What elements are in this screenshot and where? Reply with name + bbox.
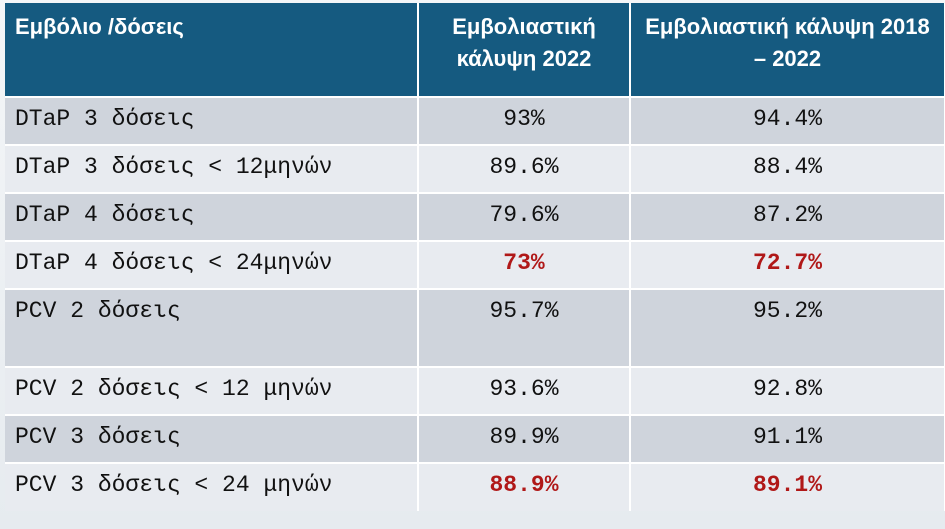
coverage-cell: 88.9% (418, 462, 631, 511)
coverage-cell: 95.2% (630, 288, 945, 367)
coverage-cell: 72.7% (630, 240, 945, 289)
table-row: DTaP 4 δόσεις < 24μηνών 73% 72.7% (5, 240, 945, 289)
coverage-cell: 92.8% (630, 366, 945, 415)
vaccine-cell: DTaP 3 δόσεις (5, 96, 419, 145)
header-row: Εμβόλιο /δόσεις Εμβολιαστική κάλυψη 2022 Ε… (5, 3, 945, 97)
coverage-cell: 91.1% (630, 414, 945, 463)
coverage-cell: 94.4% (630, 96, 945, 145)
vaccine-cell: PCV 2 δόσεις < 12 μηνών (5, 366, 419, 415)
table-row: DTaP 3 δόσεις < 12μηνών 89.6% 88.4% (5, 144, 945, 193)
coverage-cell: 79.6% (418, 192, 631, 241)
table-row: DTaP 3 δόσεις 93% 94.4% (5, 96, 945, 145)
coverage-table: Εμβόλιο /δόσεις Εμβολιαστική κάλυψη 2022 Ε… (5, 3, 945, 511)
table-row: PCV 2 δόσεις 95.7% 95.2% (5, 288, 945, 367)
table-row: PCV 3 δόσεις < 24 μηνών 88.9% 89.1% (5, 462, 945, 511)
vaccine-cell: PCV 2 δόσεις (5, 288, 419, 367)
vaccine-cell: DTaP 4 δόσεις (5, 192, 419, 241)
coverage-cell: 87.2% (630, 192, 945, 241)
table-row: PCV 3 δόσεις 89.9% 91.1% (5, 414, 945, 463)
coverage-cell: 89.9% (418, 414, 631, 463)
table-row: PCV 2 δόσεις < 12 μηνών 93.6% 92.8% (5, 366, 945, 415)
coverage-cell: 95.7% (418, 288, 631, 367)
vaccine-cell: PCV 3 δόσεις < 24 μηνών (5, 462, 419, 511)
coverage-cell: 93% (418, 96, 631, 145)
header-cell: Εμβολιαστική κάλυψη 2022 (418, 3, 631, 97)
coverage-cell: 73% (418, 240, 631, 289)
header-cell: Εμβολιαστική κάλυψη 2018 – 2022 (630, 3, 945, 97)
vaccine-cell: DTaP 3 δόσεις < 12μηνών (5, 144, 419, 193)
coverage-cell: 89.6% (418, 144, 631, 193)
table-body: DTaP 3 δόσεις 93% 94.4% DTaP 3 δόσεις < 12μ… (5, 96, 945, 511)
coverage-cell: 93.6% (418, 366, 631, 415)
table-row: DTaP 4 δόσεις 79.6% 87.2% (5, 192, 945, 241)
vaccine-cell: PCV 3 δόσεις (5, 414, 419, 463)
coverage-cell: 88.4% (630, 144, 945, 193)
header-cell: Εμβόλιο /δόσεις (5, 3, 419, 97)
coverage-cell: 89.1% (630, 462, 945, 511)
vaccine-cell: DTaP 4 δόσεις < 24μηνών (5, 240, 419, 289)
